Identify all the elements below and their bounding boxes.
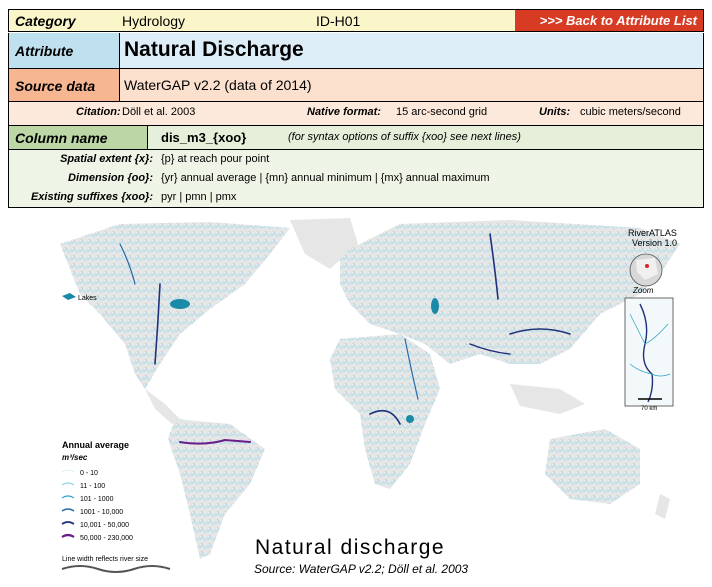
source-row: Source data WaterGAP v2.2 (data of 2014): [8, 69, 704, 102]
back-to-attribute-list-link[interactable]: >>> Back to Attribute List: [515, 10, 703, 31]
legend-swatch: [61, 521, 75, 525]
column-note: (for syntax options of suffix {xoo} see …: [288, 131, 521, 143]
amazon-river: [179, 438, 251, 445]
map-subtitle: Source: WaterGAP v2.2; Döll et al. 2003: [254, 562, 468, 576]
legend-class-label: 101 - 1000: [80, 496, 114, 503]
riveratlas-brand: RiverATLAS: [628, 228, 677, 238]
lakes-legend-label: Lakes: [78, 295, 97, 302]
legend-class-label: 0 - 10: [80, 470, 98, 477]
category-value: Hydrology: [122, 13, 186, 29]
legend-swatch: [61, 533, 75, 538]
mississippi-river: [154, 283, 161, 365]
legend-class-label: 10,001 - 50,000: [80, 522, 129, 529]
new-zealand: [655, 494, 670, 519]
column-name-row: Column name dis_m3_{xoo} (for syntax opt…: [8, 126, 704, 150]
legend-unit: m³/sec: [62, 453, 88, 462]
dimension-row: Dimension {oo}: {yr} annual average | {m…: [8, 169, 704, 188]
great-lakes: [170, 299, 190, 309]
legend-class-label: 1001 - 10,000: [80, 509, 123, 516]
citation-label: Citation:: [76, 106, 121, 118]
legend-class-label: 11 - 100: [80, 483, 105, 490]
southeast-asia: [510, 384, 585, 414]
legend-title: Annual average: [62, 440, 129, 450]
existing-suffixes-label: Existing suffixes {xoo}:: [30, 191, 153, 203]
central-america: [145, 389, 180, 424]
yangtze-river: [509, 328, 571, 335]
zoom-scale-label: 70 km: [641, 406, 657, 412]
yenisei-river: [489, 233, 499, 300]
world-discharge-map: Lakes RiverATLAS Version 1.0 Zoom 70 km …: [60, 218, 680, 576]
attribute-label-cell: Attribute: [9, 33, 120, 68]
legend-swatch: [61, 482, 75, 486]
citation-value: Döll et al. 2003: [122, 106, 196, 118]
attribute-id: ID-H01: [316, 13, 361, 29]
column-label: Column name: [15, 130, 108, 146]
lakes-legend-symbol: [62, 293, 76, 300]
congo-river: [369, 409, 401, 425]
caspian-sea: [431, 298, 439, 314]
riveratlas-version: Version 1.0: [632, 238, 677, 248]
source-value: WaterGAP v2.2 (data of 2014): [124, 77, 312, 93]
legend-swatch: [61, 508, 75, 512]
category-label: Category: [15, 13, 76, 29]
spatial-extent-row: Spatial extent {x}: {p} at reach pour po…: [8, 150, 704, 169]
legend-swatch: [61, 495, 75, 499]
nile-river: [404, 338, 419, 400]
spatial-extent-label: Spatial extent {x}:: [60, 153, 153, 165]
attribute-label: Attribute: [15, 43, 74, 59]
dimension-value: {yr} annual average | {mn} annual minimu…: [161, 172, 490, 184]
native-format-value: 15 arc-second grid: [396, 106, 488, 118]
units-value: cubic meters/second: [580, 106, 681, 118]
zoom-inset: [624, 297, 674, 407]
ganges-river: [469, 343, 511, 355]
lake-victoria: [406, 415, 414, 423]
dimension-label: Dimension {oo}:: [68, 172, 153, 184]
map-title: Natural discharge: [255, 536, 445, 559]
legend-note: Line width reflects river size: [62, 556, 148, 563]
mackenzie-river: [119, 243, 136, 285]
legend-swatch: [61, 469, 75, 473]
spatial-extent-value: {p} at reach pour point: [161, 153, 270, 165]
zoom-label: Zoom: [632, 286, 654, 295]
native-format-label: Native format:: [307, 106, 381, 118]
column-value: dis_m3_{xoo}: [161, 130, 247, 145]
legend-class-label: 50,000 - 230,000: [80, 535, 133, 542]
source-label-cell: Source data: [9, 69, 120, 101]
existing-suffixes-value: pyr | pmn | pmx: [161, 191, 237, 203]
attribute-title: Natural Discharge: [124, 38, 304, 61]
units-label: Units:: [539, 106, 571, 118]
category-row: Category Hydrology ID-H01 >>> Back to At…: [8, 9, 704, 32]
source-label: Source data: [15, 78, 96, 94]
existing-suffixes-row: Existing suffixes {xoo}: pyr | pmn | pmx: [8, 188, 704, 208]
attribute-row: Attribute Natural Discharge: [8, 33, 704, 69]
citation-row: Citation: Döll et al. 2003 Native format…: [8, 102, 704, 126]
column-label-cell: Column name: [9, 126, 148, 149]
legend-items: 0 - 10 11 - 100 101 - 1000 1001 - 10,000 10,…: [61, 469, 133, 542]
